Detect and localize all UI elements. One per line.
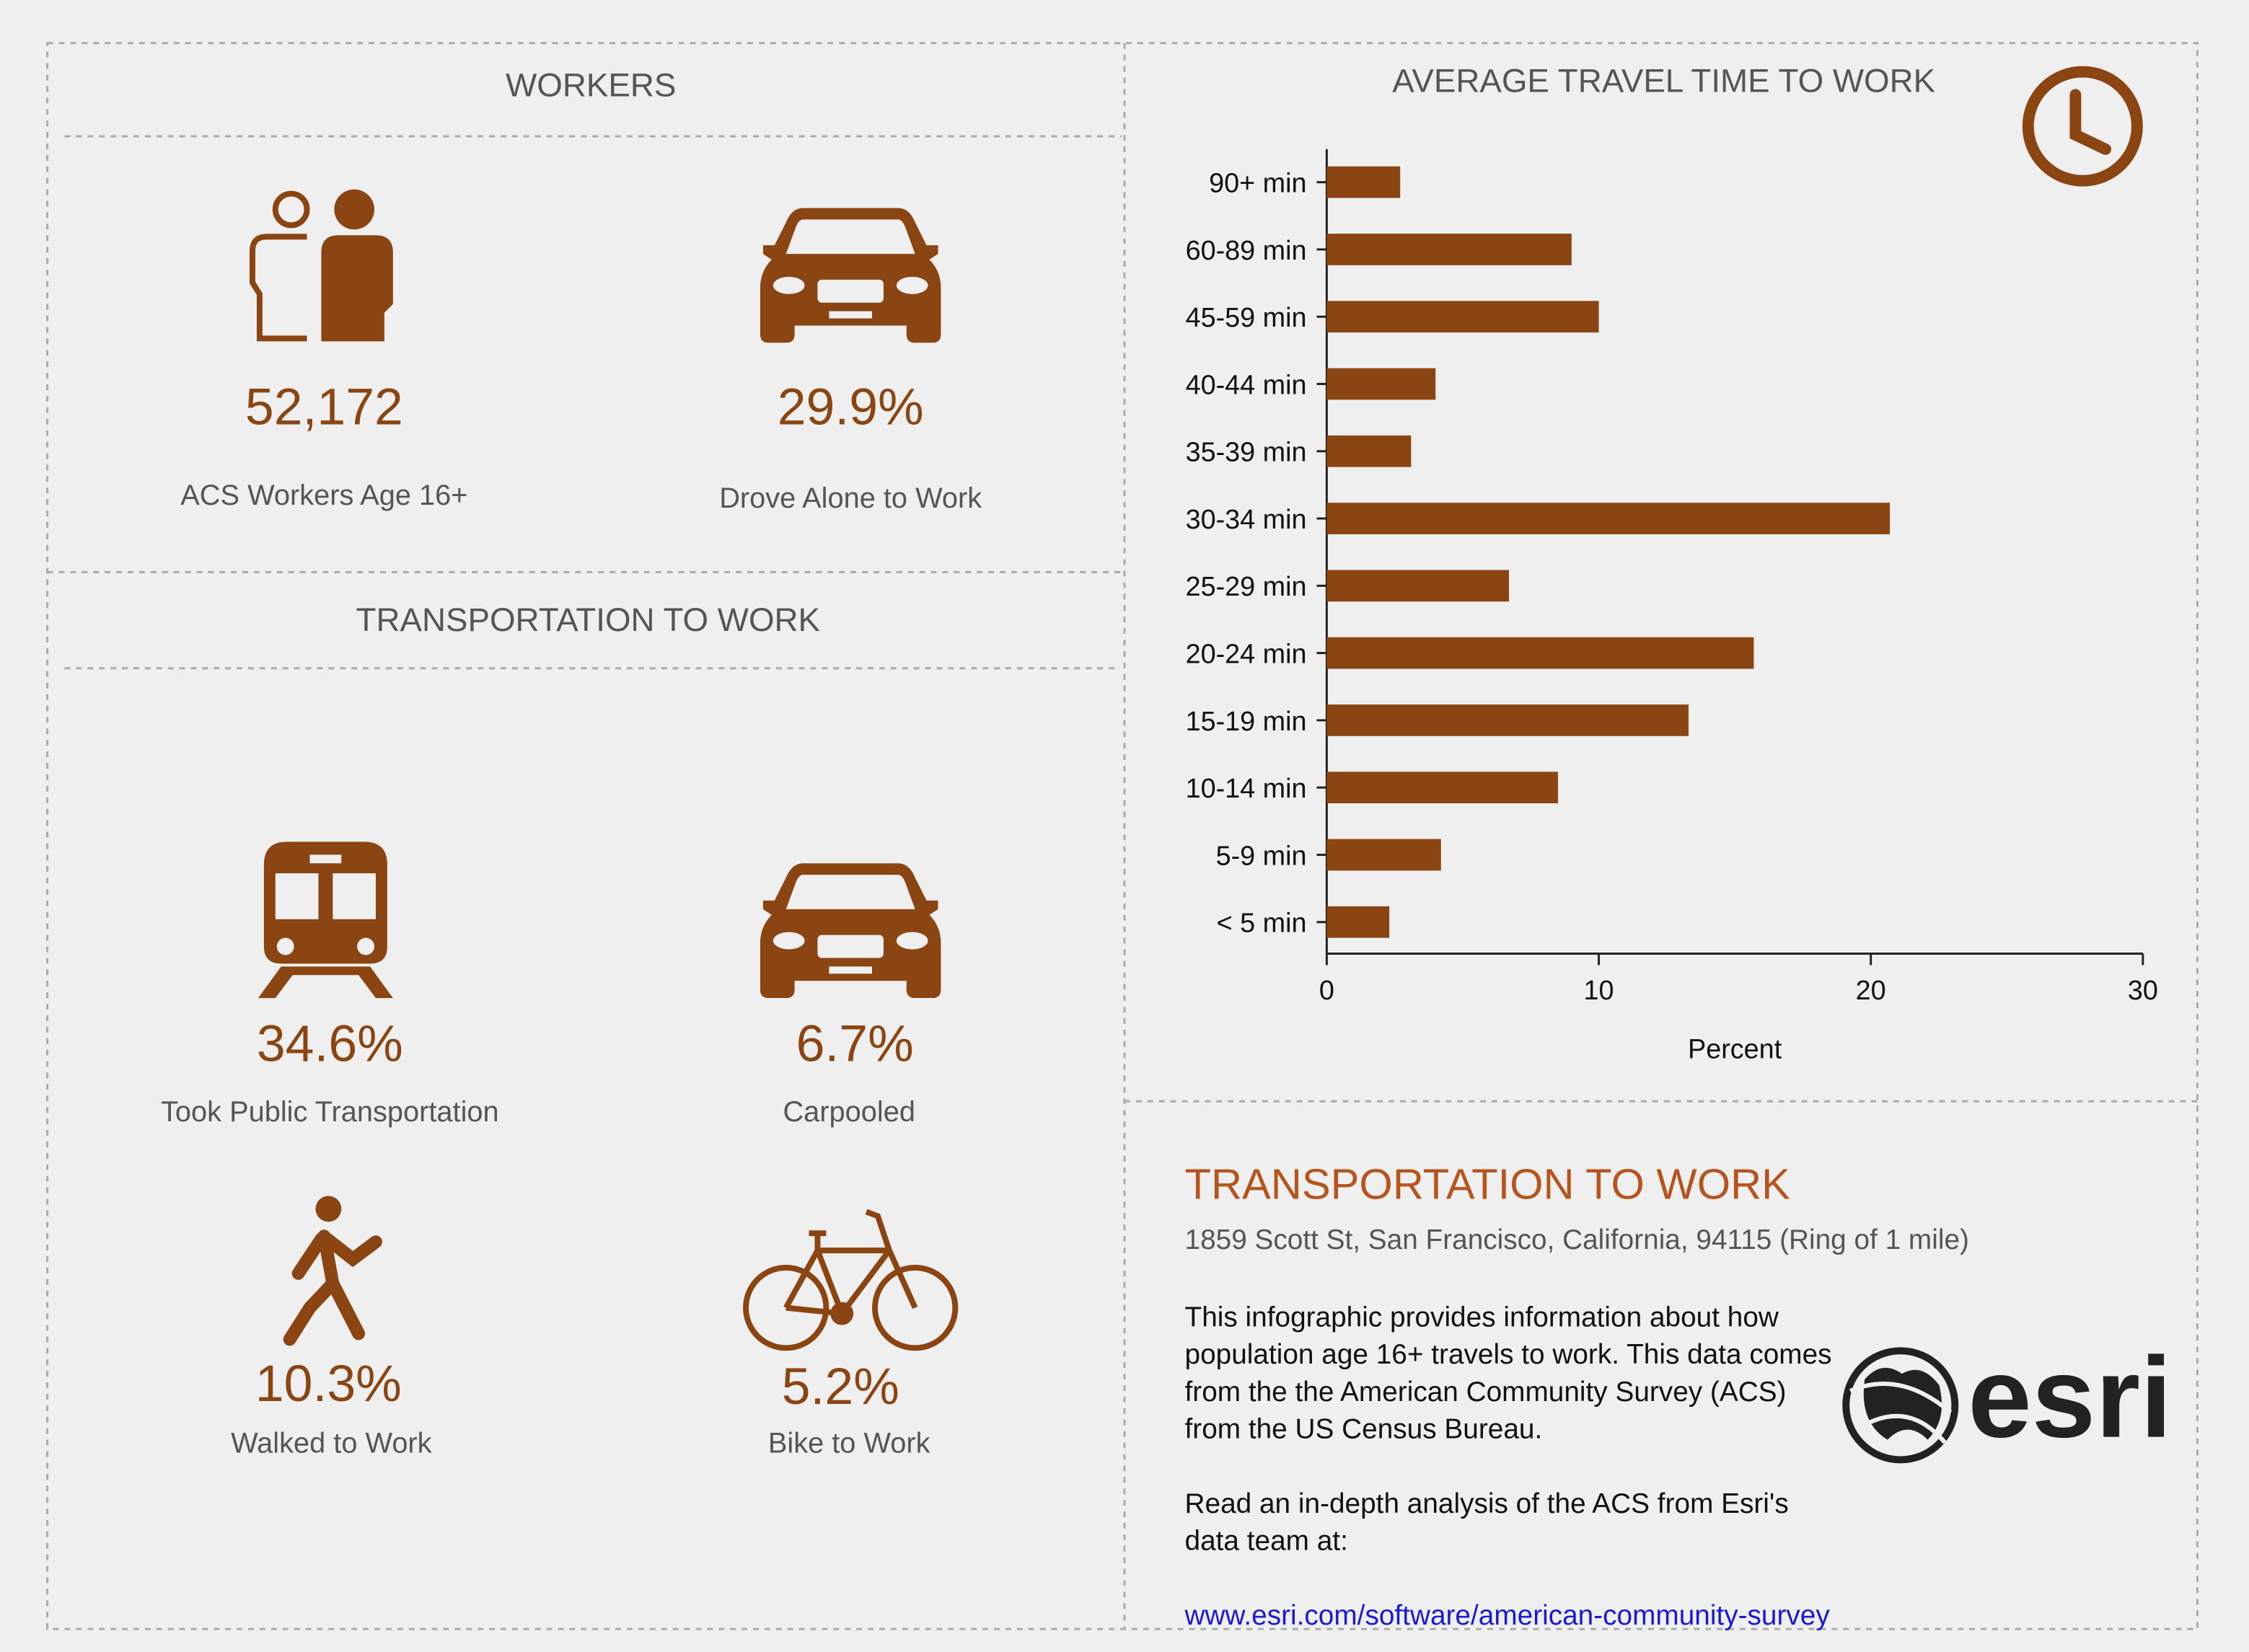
bar: [1326, 503, 1891, 534]
stat-label: ACS Workers Age 16+: [180, 480, 467, 511]
y-tick-label: 10-14 min: [1186, 774, 1307, 804]
stat-value: 10.3%: [255, 1355, 402, 1413]
x-tick-label: 20: [1856, 976, 1886, 1006]
y-tick-label: 5-9 min: [1216, 841, 1307, 871]
train-icon: [258, 842, 393, 999]
y-tick-label: 25-29 min: [1186, 572, 1307, 602]
stat-value: 29.9%: [778, 379, 924, 436]
people-icon: [250, 189, 393, 342]
stat-value: 34.6%: [257, 1015, 403, 1073]
outer-border: [46, 42, 2199, 1630]
info-body: This infographic provides information ab…: [1185, 1299, 1845, 1635]
bar: [1326, 234, 1572, 265]
y-tick-label: 45-59 min: [1186, 303, 1307, 333]
stat-value: 6.7%: [796, 1015, 914, 1073]
x-axis-label: Percent: [1688, 1035, 1782, 1065]
stat-label: Carpooled: [783, 1096, 915, 1128]
bar: [1326, 435, 1412, 467]
y-tick-label: 60-89 min: [1186, 236, 1307, 266]
bar: [1326, 166, 1401, 198]
y-tick-label: 35-39 min: [1186, 438, 1307, 468]
paragraph: This infographic provides information ab…: [1184, 1302, 1832, 1446]
y-tick-label: 20-24 min: [1186, 640, 1307, 670]
y-tick-label: 15-19 min: [1186, 707, 1307, 737]
car-icon: [760, 208, 941, 343]
bike-icon: [743, 1209, 959, 1351]
stat-value: 52,172: [245, 379, 403, 436]
info-location: 1859 Scott St, San Francisco, California…: [1185, 1224, 1969, 1255]
bar: [1326, 368, 1436, 400]
stat-label: Drove Alone to Work: [719, 482, 982, 514]
x-tick-label: 30: [2128, 976, 2158, 1006]
stat-label: Took Public Transportation: [161, 1096, 499, 1128]
bar: [1326, 637, 1754, 669]
paragraph: Read an in-depth analysis of the ACS fro…: [1184, 1488, 1789, 1558]
link[interactable]: www.esri.com/software/american-community…: [1184, 1600, 1830, 1633]
bar: [1326, 772, 1558, 804]
bar: [1326, 301, 1599, 333]
info-title: TRANSPORTATION TO WORK: [1185, 1160, 1791, 1209]
esri-logo: esri: [1842, 1333, 2172, 1464]
logo-text: esri: [1968, 1333, 2172, 1462]
bar-chart: 0 10 20 30 Percent < 5 min 5-9 min 10-14 min 15-…: [1186, 149, 2158, 1065]
section-title: WORKERS: [506, 66, 676, 103]
stat-label: Bike to Work: [768, 1427, 930, 1459]
bar: [1326, 570, 1510, 602]
stat-label: Walked to Work: [231, 1427, 432, 1459]
y-tick-label: 40-44 min: [1186, 370, 1307, 400]
car-icon: [760, 863, 941, 999]
info-text: This infographic provides information ab…: [1185, 1299, 1845, 1635]
y-tick-label: < 5 min: [1217, 909, 1307, 939]
y-tick-label: 90+ min: [1209, 169, 1306, 199]
bar: [1326, 906, 1390, 938]
chart-title: AVERAGE TRAVEL TIME TO WORK: [1392, 62, 1935, 99]
section-title: TRANSPORTATION TO WORK: [356, 601, 821, 638]
bar: [1326, 704, 1689, 736]
stat-value: 5.2%: [782, 1358, 899, 1415]
clock-icon: [2022, 66, 2143, 187]
walker-icon: [283, 1196, 382, 1346]
x-tick-label: 10: [1584, 976, 1614, 1006]
y-tick-label: 30-34 min: [1186, 505, 1307, 535]
bar: [1326, 839, 1441, 871]
x-tick-label: 0: [1319, 976, 1334, 1006]
